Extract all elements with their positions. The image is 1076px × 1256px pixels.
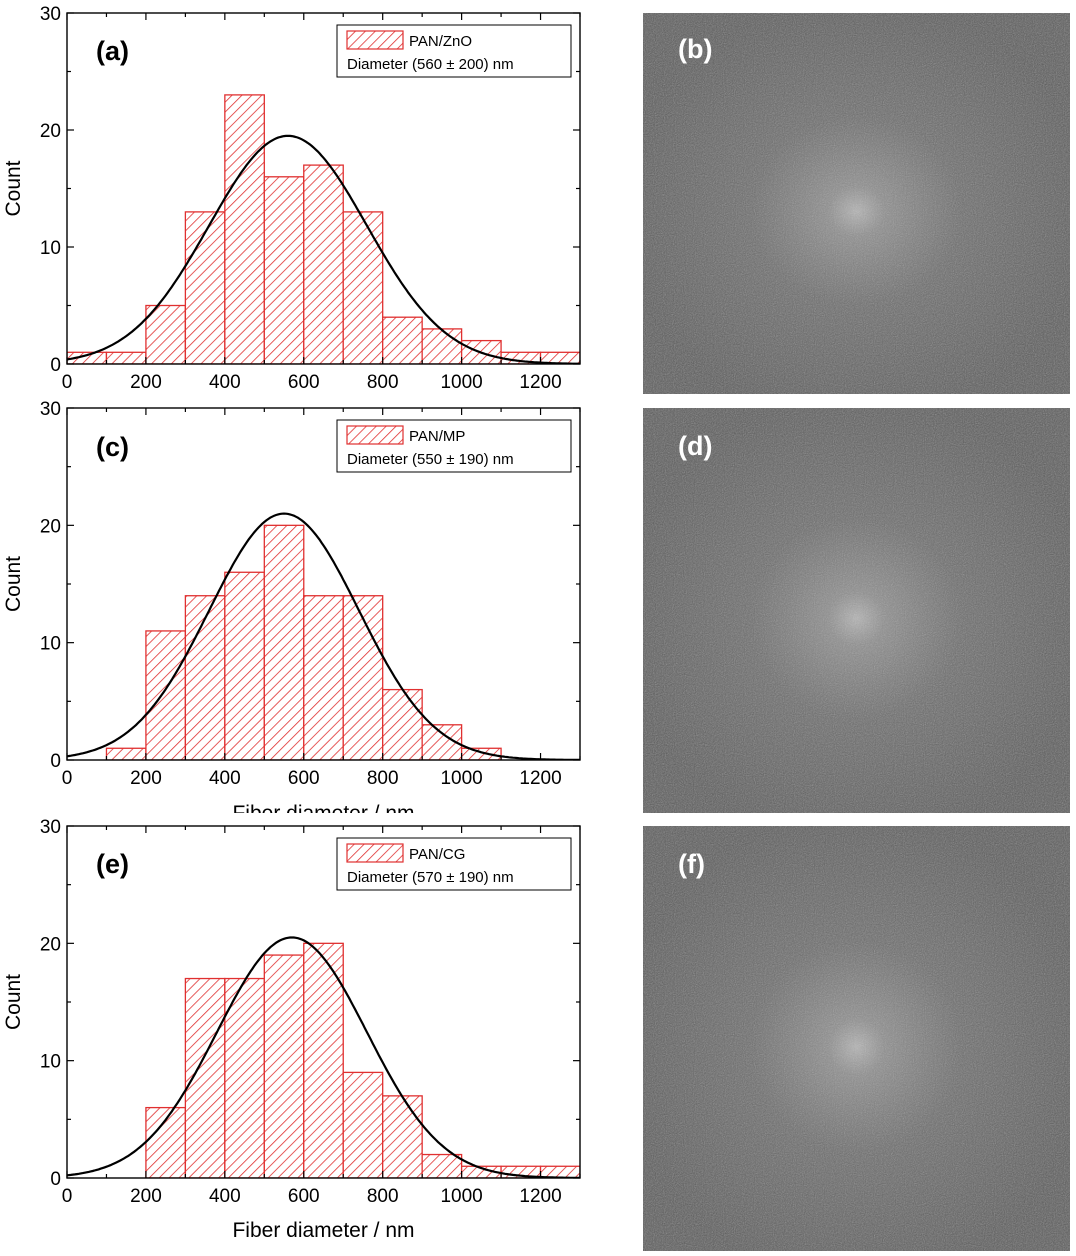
bar-500	[263, 524, 305, 760]
y-tick-label: 20	[40, 516, 61, 537]
x-tick-label: 800	[367, 372, 399, 393]
panel-label: (e)	[96, 849, 129, 879]
y-tick-label: 0	[50, 1169, 61, 1190]
y-tick-label: 30	[40, 817, 61, 838]
bar-600	[303, 164, 344, 364]
x-tick-label: 0	[62, 768, 73, 789]
x-axis-label: Fiber diameter / nm	[232, 802, 414, 825]
x-tick-label: 0	[62, 372, 73, 393]
x-tick-label: 200	[130, 372, 162, 393]
bar-300	[184, 595, 226, 760]
x-axis-label: Fiber diameter / nm	[232, 1219, 414, 1242]
histogram-c: 0 200 400 600 800 1000 1200 0 10 20 30 Count Fiber d…	[2, 399, 581, 825]
x-tick-label: 1200	[519, 372, 561, 393]
bar-200	[145, 630, 187, 760]
x-tick-label: 800	[367, 768, 399, 789]
panel-label: (c)	[96, 432, 129, 462]
bar-700	[342, 595, 384, 760]
legend-note: Diameter (570 ± 190) nm	[347, 869, 514, 886]
x-tick-label: 1000	[440, 1186, 482, 1207]
bar-100	[105, 747, 147, 760]
bar-300	[184, 211, 226, 364]
x-tick-label: 1000	[440, 768, 482, 789]
bar-800	[382, 688, 423, 760]
histogram-a: 0 200 400 600 800 1000 1200 0 10 20 30 Count (a) PAN/…	[2, 4, 581, 393]
y-axis-label: Count	[2, 160, 25, 216]
bar-100	[105, 351, 147, 364]
x-tick-label: 0	[62, 1186, 73, 1207]
legend-note: Diameter (550 ± 190) nm	[347, 451, 514, 468]
legend-series-label: PAN/MP	[409, 428, 465, 445]
panel-label-b: (b)	[678, 34, 712, 64]
bar-500	[263, 954, 305, 1178]
y-tick-label: 10	[40, 1052, 61, 1073]
x-tick-label: 400	[209, 372, 241, 393]
y-tick-label: 30	[40, 399, 61, 420]
bar-900	[421, 1153, 463, 1178]
gaussian-fit-line	[67, 936, 580, 1178]
x-tick-label: 200	[130, 1186, 162, 1207]
bar-500	[263, 176, 305, 364]
bar-900	[421, 328, 463, 364]
gaussian-fit-line	[67, 512, 580, 760]
legend-series-label: PAN/ZnO	[409, 33, 472, 50]
bar-200	[145, 304, 187, 364]
fft-image-d: (d)	[643, 408, 1070, 813]
bars	[67, 94, 580, 364]
y-tick-label: 30	[40, 4, 61, 25]
x-tick-label: 1200	[519, 1186, 561, 1207]
x-tick-label: 1200	[519, 768, 561, 789]
y-tick-label: 20	[40, 121, 61, 142]
legend-note: Diameter (560 ± 200) nm	[347, 56, 514, 73]
x-tick-label: 600	[288, 1186, 320, 1207]
fft-image-f: (f)	[643, 826, 1070, 1251]
x-tick-label: 400	[209, 768, 241, 789]
histogram-e: 0 200 400 600 800 1000 1200 0 10 20 30 Count Fiber d…	[2, 817, 581, 1242]
panel-label-f: (f)	[678, 849, 705, 879]
legend-swatch	[346, 843, 404, 863]
x-tick-label: 400	[209, 1186, 241, 1207]
bar-1000	[460, 747, 502, 760]
legend-swatch	[346, 425, 404, 445]
y-tick-label: 0	[50, 751, 61, 772]
bar-600	[303, 595, 344, 760]
bar-800	[382, 1095, 423, 1178]
legend-series-label: PAN/CG	[409, 846, 465, 863]
gaussian-fit-line	[67, 134, 580, 364]
panel-label: (a)	[96, 36, 129, 66]
bar-700	[342, 1071, 384, 1178]
x-tick-label: 600	[288, 768, 320, 789]
bar-400	[224, 571, 265, 760]
y-tick-label: 0	[50, 355, 61, 376]
x-axis-label-clip: Fiber diameter / nm	[232, 802, 414, 825]
x-tick-label: 1000	[440, 372, 482, 393]
panel-label-d: (d)	[678, 431, 712, 461]
bars	[145, 942, 580, 1178]
bar-400	[224, 94, 265, 364]
x-tick-label: 200	[130, 768, 162, 789]
bar-700	[342, 211, 384, 364]
bar-400	[224, 977, 265, 1178]
y-tick-label: 10	[40, 238, 61, 259]
bar-800	[382, 316, 423, 364]
fft-image-b: (b)	[643, 13, 1070, 394]
y-tick-label: 20	[40, 934, 61, 955]
y-tick-label: 10	[40, 634, 61, 655]
x-tick-label: 600	[288, 372, 320, 393]
legend-swatch	[346, 30, 404, 50]
x-tick-label: 800	[367, 1186, 399, 1207]
bars	[105, 524, 502, 760]
bar-600	[303, 942, 344, 1178]
y-axis-label: Count	[2, 974, 25, 1030]
y-axis-label: Count	[2, 556, 25, 612]
